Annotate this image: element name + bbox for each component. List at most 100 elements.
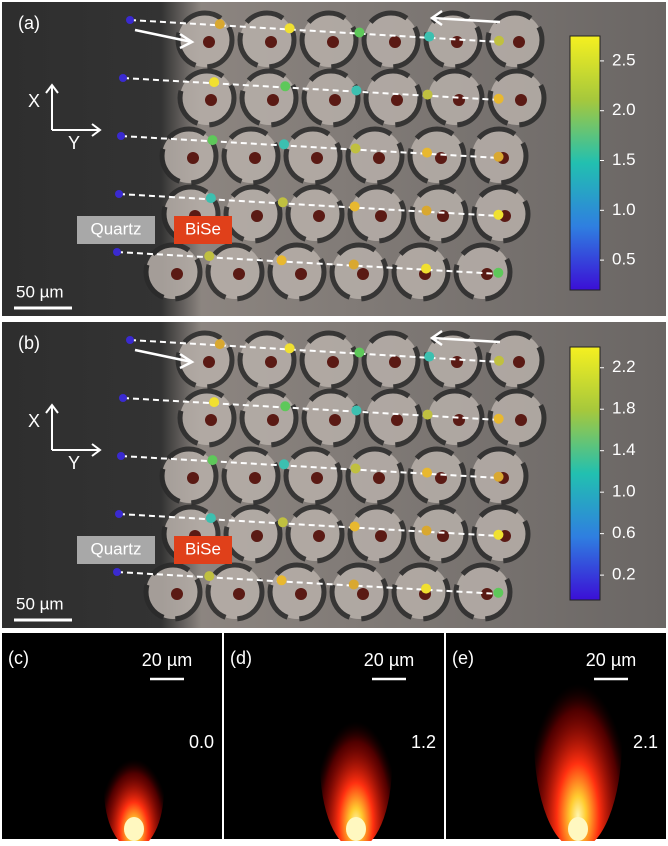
ring-core	[171, 588, 183, 600]
position-dot	[351, 85, 361, 95]
position-dot	[421, 584, 431, 594]
colorbar-tick-label: 1.0	[612, 200, 636, 219]
position-dot	[349, 579, 359, 589]
ring-core	[515, 94, 527, 106]
position-dot	[421, 264, 431, 274]
position-dot	[493, 588, 503, 598]
ring-core	[373, 472, 385, 484]
position-dot	[215, 19, 225, 29]
position-dot	[494, 36, 504, 46]
position-dot	[279, 139, 289, 149]
ring-core	[187, 472, 199, 484]
ring-core	[295, 588, 307, 600]
position-dot	[494, 94, 504, 104]
position-dot	[422, 206, 432, 216]
start-dot	[126, 336, 134, 344]
ring-core	[313, 530, 325, 542]
ring-core	[513, 36, 525, 48]
start-dot	[119, 394, 127, 402]
ring-core	[453, 94, 465, 106]
panel-label: (a)	[18, 13, 40, 33]
position-dot	[494, 356, 504, 366]
colorbar-tick-label: 1.0	[612, 482, 636, 501]
ring-core	[249, 472, 261, 484]
position-dot	[206, 513, 216, 523]
position-dot	[423, 410, 433, 420]
start-dot	[115, 190, 123, 198]
position-dot	[349, 259, 359, 269]
ring-core	[453, 414, 465, 426]
position-dot	[204, 251, 214, 261]
position-dot	[277, 255, 287, 265]
colorbar-tick-label: 0.5	[612, 250, 636, 269]
scale-bar-label: 20 µm	[364, 650, 414, 670]
ring-core	[329, 414, 341, 426]
position-dot	[209, 77, 219, 87]
position-dot	[351, 143, 361, 153]
ring-core	[311, 472, 323, 484]
scale-bar-label: 20 µm	[586, 650, 636, 670]
ring-core	[205, 94, 217, 106]
ring-core	[251, 530, 263, 542]
position-dot	[494, 152, 504, 162]
position-dot	[493, 268, 503, 278]
position-dot	[354, 347, 364, 357]
value-label: 2.1	[633, 732, 658, 752]
position-dot	[285, 343, 295, 353]
colorbar-tick-label: 1.5	[612, 150, 636, 169]
position-dot	[280, 81, 290, 91]
ring-core	[233, 588, 245, 600]
ring-core	[329, 94, 341, 106]
position-dot	[423, 90, 433, 100]
colorbar-tick-label: 2.0	[612, 100, 636, 119]
position-dot	[494, 414, 504, 424]
flame-panel: (e) 20 µm 2.1	[446, 629, 666, 841]
position-dot	[209, 397, 219, 407]
position-dot	[354, 27, 364, 37]
position-dot	[350, 201, 360, 211]
flame	[320, 679, 392, 841]
position-dot	[279, 459, 289, 469]
flame-core	[568, 817, 588, 841]
ring-core	[265, 36, 277, 48]
position-dot	[350, 521, 360, 531]
figure: (a)XYQuartzBiSe50 µm2.52.01.51.00.5(b)XY…	[0, 0, 668, 841]
axis-x-label: X	[28, 91, 40, 111]
axis-y-label: Y	[68, 453, 80, 473]
start-dot	[119, 74, 127, 82]
position-dot	[493, 530, 503, 540]
ring-core	[205, 414, 217, 426]
value-label: 1.2	[411, 732, 436, 752]
position-dot	[215, 339, 225, 349]
ring-core	[267, 94, 279, 106]
colorbar-tick-label: 1.8	[612, 399, 636, 418]
ring-core	[389, 356, 401, 368]
colorbar	[570, 347, 600, 600]
panel-label: (c)	[8, 648, 29, 668]
axis-y-label: Y	[68, 133, 80, 153]
panel-label: (b)	[18, 333, 40, 353]
colorbar-tick-label: 0.6	[612, 523, 636, 542]
position-dot	[206, 193, 216, 203]
ring-core	[187, 152, 199, 164]
colorbar-tick-label: 0.2	[612, 565, 636, 584]
position-dot	[285, 23, 295, 33]
position-dot	[351, 405, 361, 415]
position-dot	[208, 455, 218, 465]
position-dot	[204, 571, 214, 581]
position-dot	[422, 526, 432, 536]
ring-core	[203, 356, 215, 368]
ring-core	[357, 268, 369, 280]
ring-core	[313, 210, 325, 222]
ring-core	[451, 356, 463, 368]
ring-core	[391, 414, 403, 426]
ring-core	[327, 356, 339, 368]
panel-label: (e)	[452, 648, 474, 668]
flame-panel: (c)20 µm0.0	[2, 633, 222, 841]
position-dot	[422, 468, 432, 478]
axis-x-label: X	[28, 411, 40, 431]
ring-core	[373, 152, 385, 164]
material-label: Quartz	[90, 539, 141, 558]
value-label: 0.0	[189, 732, 214, 752]
